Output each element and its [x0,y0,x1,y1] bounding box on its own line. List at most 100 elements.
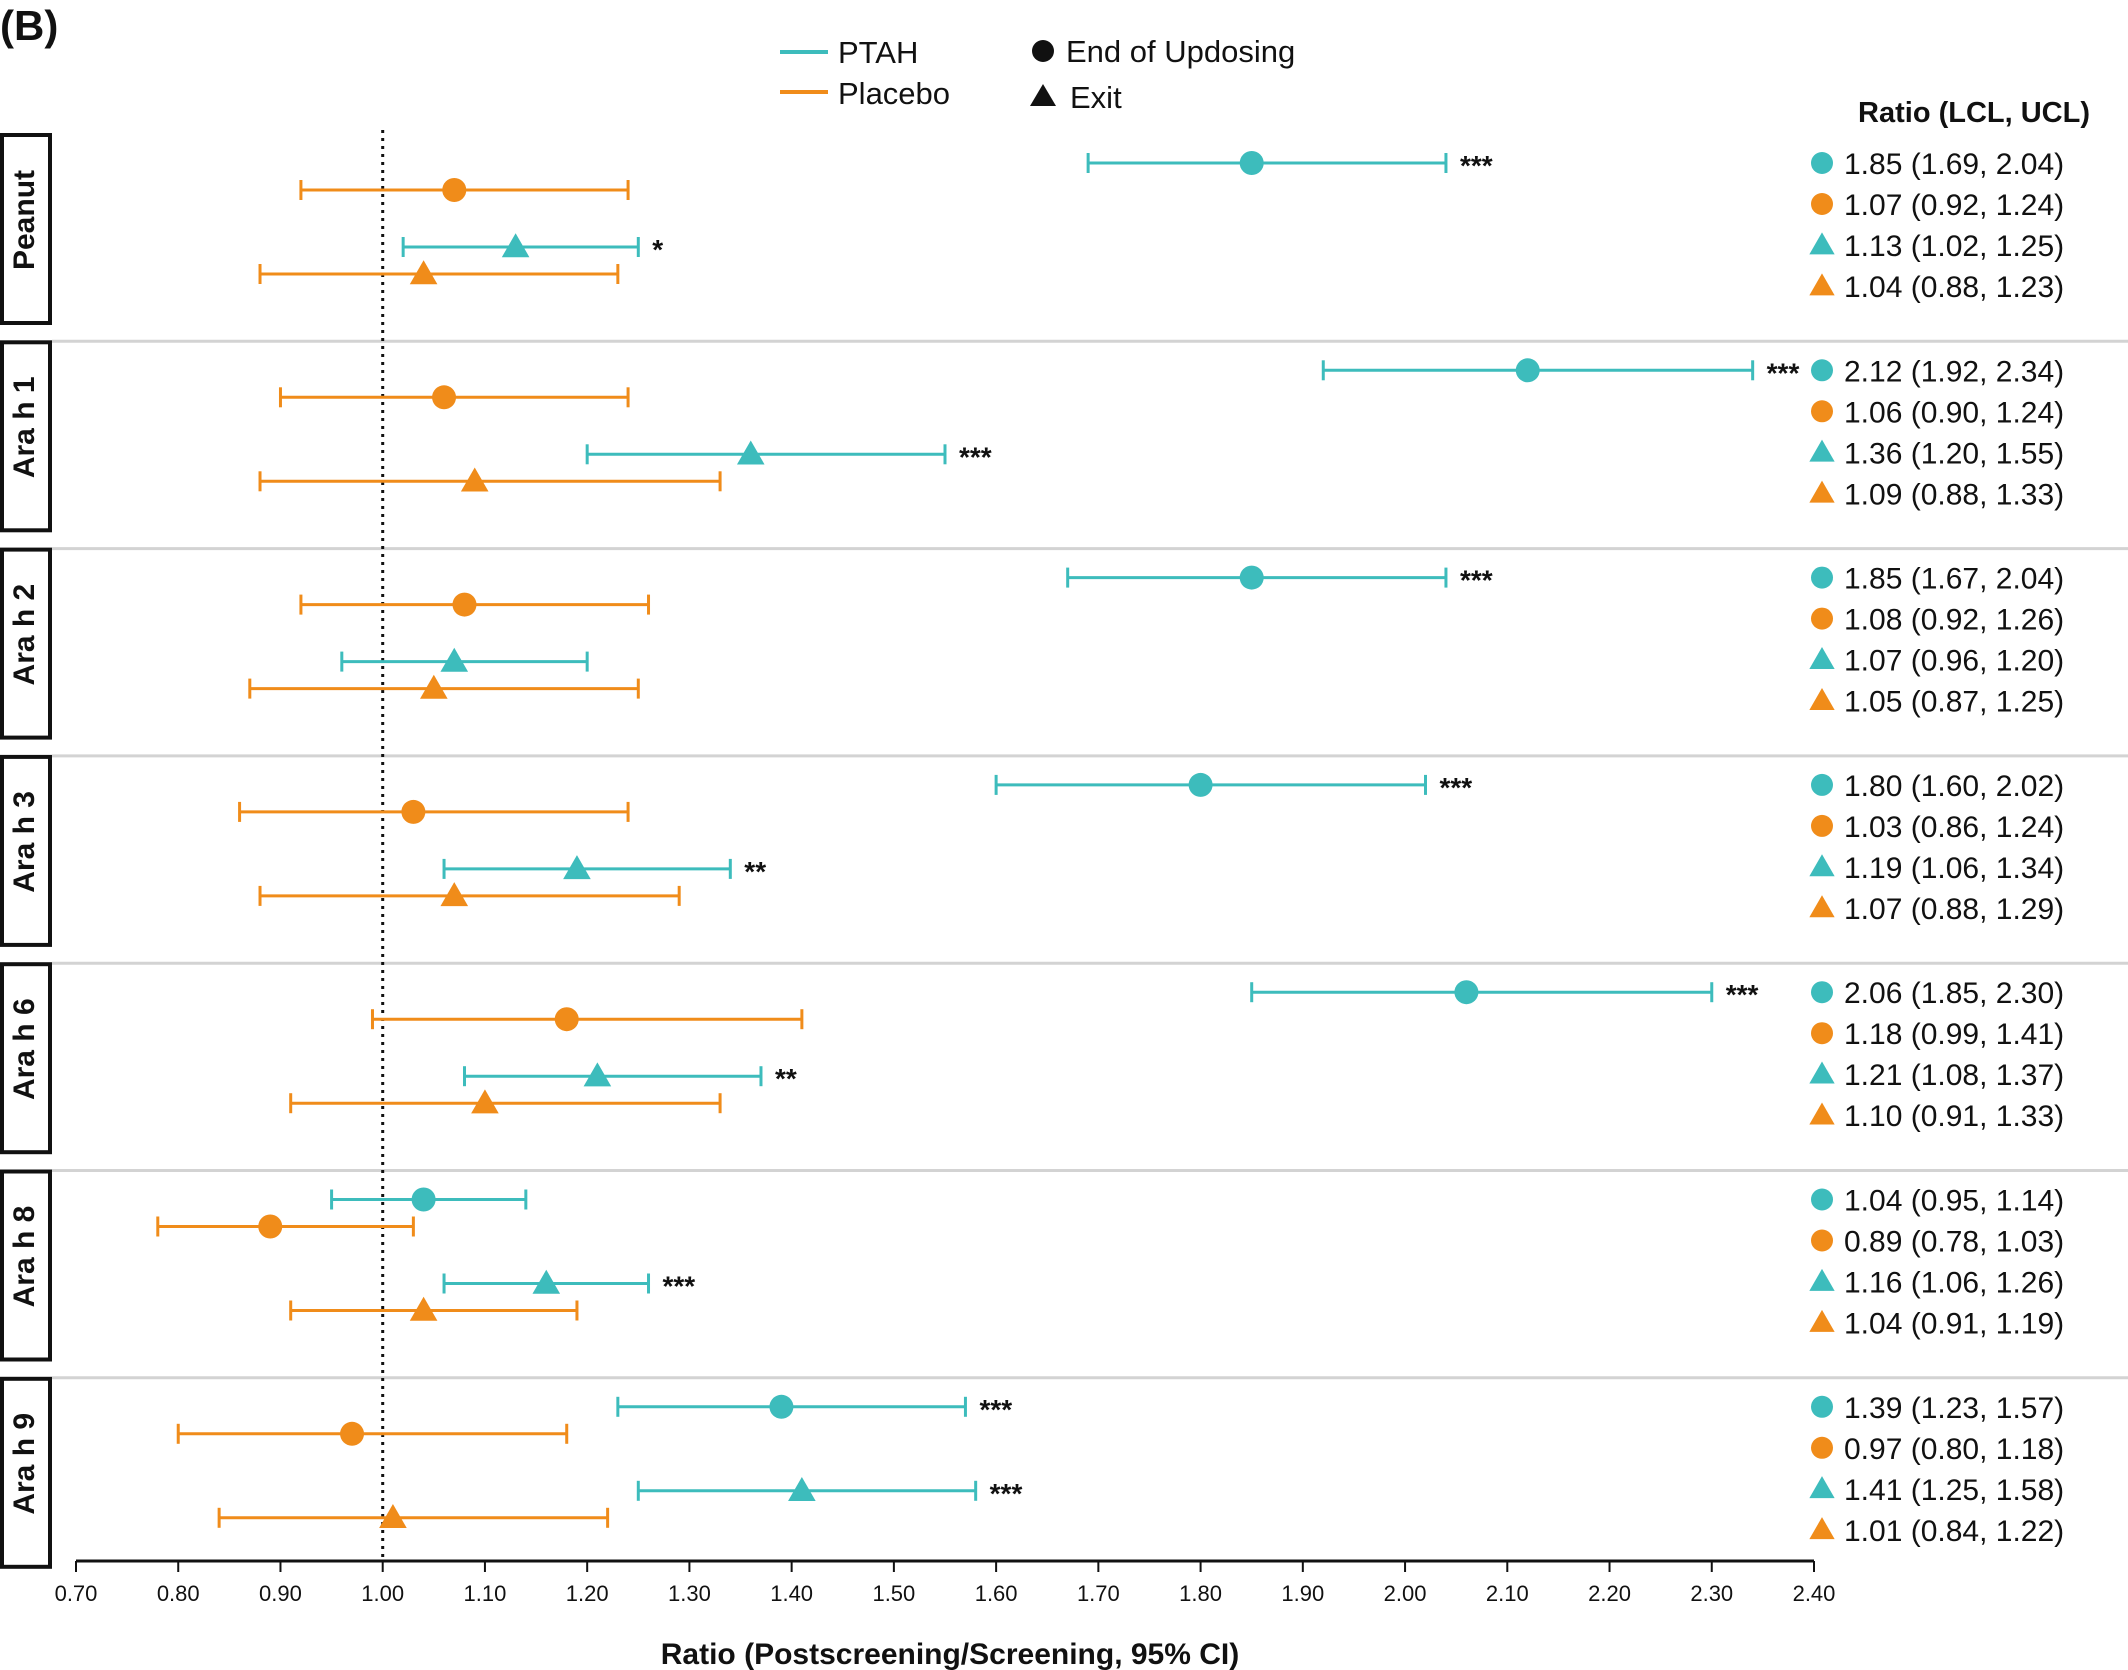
ratio-label: 1.16 (1.06, 1.26) [1844,1267,2064,1300]
significance-label: *** [990,1478,1023,1509]
point-marker [501,233,530,258]
ci-row: *** [1250,979,1759,1010]
group-label-peanut: Peanut [8,170,41,270]
group-label-ara-h-2: Ara h 2 [8,584,41,686]
circle-icon [1811,1229,1833,1252]
x-tick-label: 2.30 [1690,1581,1733,1606]
ratio-label: 2.12 (1.92, 2.34) [1844,355,2064,388]
triangle-icon [1809,854,1835,877]
triangle-icon [1809,1102,1835,1125]
x-tick-label: 1.60 [975,1581,1018,1606]
group-label-ara-h-9: Ara h 9 [8,1413,41,1515]
x-axis-label: Ratio (Postscreening/Screening, 95% CI) [661,1638,1239,1670]
triangle-icon [1809,1476,1835,1499]
ratio-label: 1.18 (0.99, 1.41) [1844,1018,2064,1051]
ratio-label: 1.04 (0.91, 1.19) [1844,1308,2064,1341]
point-marker [409,1296,438,1321]
triangle-icon [1809,439,1835,462]
significance-label: *** [959,441,992,472]
circle-icon [1811,1395,1833,1418]
x-tick-label: 0.80 [157,1581,200,1606]
point-marker [1454,980,1479,1005]
group-label-box [0,962,52,1155]
legend-circle-icon [1032,40,1054,62]
group-label-box [0,1169,52,1362]
legend-exit-label: Exit [1070,80,1122,115]
group-label-box [0,754,52,947]
point-marker [340,1421,365,1446]
x-tick-label: 1.40 [770,1581,813,1606]
ci-row [278,385,630,410]
ci-row: *** [994,772,1473,803]
ratio-label: 1.04 (0.95, 1.14) [1844,1185,2064,1218]
ci-row: ** [442,855,766,887]
circle-icon [1811,773,1833,796]
circle-icon [1811,193,1833,215]
ratio-label: 1.07 (0.88, 1.29) [1844,893,2064,926]
ratio-label: 1.21 (1.08, 1.37) [1844,1059,2064,1092]
ratio-label: 1.10 (0.91, 1.33) [1844,1100,2064,1133]
ratio-label: 1.36 (1.20, 1.55) [1844,437,2064,470]
ratio-label: 1.01 (0.84, 1.22) [1844,1515,2064,1548]
triangle-icon [1809,1309,1835,1332]
circle-icon [1811,1188,1833,1211]
ci-row: *** [585,440,992,472]
point-marker [379,1504,407,1528]
triangle-icon [1809,687,1835,710]
ratio-label: 1.41 (1.25, 1.58) [1844,1474,2064,1507]
ratio-label: 1.04 (0.88, 1.23) [1844,271,2064,304]
x-tick-label: 0.90 [259,1581,302,1606]
ratio-label: 1.85 (1.67, 2.04) [1844,563,2064,596]
ci-row: *** [636,1477,1023,1509]
x-tick-label: 2.20 [1588,1581,1631,1606]
point-marker [1515,358,1540,383]
x-tick-label: 1.90 [1281,1581,1324,1606]
significance-label: *** [1726,979,1759,1010]
triangle-icon [1809,1268,1835,1291]
circle-icon [1811,359,1833,382]
significance-label: *** [1767,357,1800,388]
ci-row: *** [1086,150,1493,181]
ratio-label: 0.89 (0.78, 1.03) [1844,1226,2064,1259]
point-marker [432,385,457,410]
significance-label: ** [775,1063,797,1094]
circle-icon [1811,607,1833,630]
point-marker [440,882,469,907]
triangle-icon [1809,273,1835,296]
point-marker [769,1394,794,1419]
ci-row [299,178,630,202]
legend-end-of-updosing-label: End of Updosing [1066,34,1295,69]
legend: PTAH Placebo End of Updosing Exit [780,34,1295,115]
ci-row [370,1007,804,1032]
triangle-icon [1809,895,1835,918]
triangle-icon [1809,232,1835,255]
ci-row [340,647,589,672]
point-marker [471,1089,499,1114]
x-tick-label: 1.30 [668,1581,711,1606]
point-marker [554,1007,579,1032]
group-separators [52,339,2128,1380]
ci-row: *** [1066,565,1493,596]
x-tick-label: 2.10 [1486,1581,1529,1606]
point-marker [258,1214,283,1239]
significance-label: * [652,234,663,265]
significance-label: *** [663,1271,696,1302]
legend-ptah-label: PTAH [838,35,918,70]
point-marker [401,799,426,824]
circle-icon [1811,400,1833,423]
x-tick-label: 1.20 [566,1581,609,1606]
ratio-label: 1.07 (0.92, 1.24) [1844,189,2064,222]
ci-row: * [401,233,663,265]
point-marker [788,1477,816,1501]
significance-label: *** [1440,772,1473,803]
ci-row [299,592,651,617]
point-marker [1188,772,1213,797]
circle-icon [1811,152,1833,174]
circle-icon [1811,981,1833,1004]
ci-row [238,799,630,824]
ratio-label: 1.08 (0.92, 1.26) [1844,604,2064,637]
ratio-label: 1.03 (0.86, 1.24) [1844,811,2064,844]
triangle-icon [1809,1517,1835,1540]
x-tick-label: 2.00 [1384,1581,1427,1606]
